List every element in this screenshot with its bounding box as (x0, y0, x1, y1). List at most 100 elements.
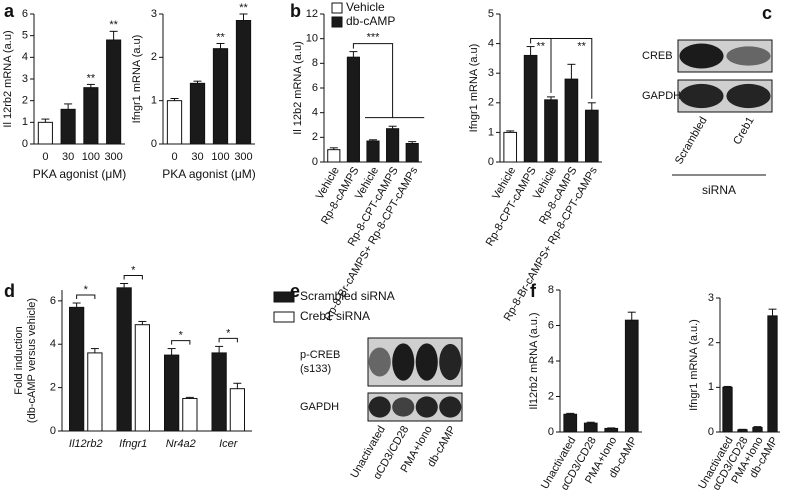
y-tick-label: 6 (548, 319, 554, 331)
x-tick-label: 300 (104, 151, 122, 163)
panel-label: a (4, 1, 15, 21)
lane-label: Scrambled (673, 115, 710, 167)
bar (182, 397, 198, 432)
bar (134, 324, 150, 432)
bar (563, 413, 578, 433)
y-tick-label: 3 (488, 67, 494, 79)
y-tick-label: 1 (488, 126, 494, 138)
legend-label: Scrambled siRNA (300, 289, 395, 303)
x-axis-label: PKA agonist (μM) (33, 167, 127, 181)
bar (544, 99, 558, 163)
y-tick-label: 8 (312, 57, 318, 69)
significance-label: ** (109, 19, 118, 31)
significance-label: ** (216, 31, 225, 43)
y-axis-label: Ifngr1 mRNA (a.u) (131, 35, 143, 124)
y-tick-label: 6 (22, 8, 28, 20)
y-tick-label: 3 (151, 8, 157, 20)
y-axis-label: Il 12rb2 mRNA (a.u) (2, 30, 14, 127)
y-tick-label: 1 (22, 116, 28, 128)
y-tick-label: 2 (151, 51, 157, 63)
blot-row-label: CREB (642, 50, 673, 62)
blot-band (439, 396, 462, 418)
significance-bracket (171, 340, 191, 345)
significance-bracket (123, 274, 143, 280)
y-tick-label: 0 (151, 138, 157, 150)
blot-band (679, 43, 724, 69)
y-tick-label: 2 (708, 337, 714, 349)
y-tick-label: 6 (50, 295, 56, 307)
y-axis-label: (db-cAMP versus vehicle) (26, 298, 38, 423)
y-tick-label: 6 (312, 82, 318, 94)
x-tick-label: 30 (62, 151, 74, 163)
x-tick-label: Ifngr1 (119, 438, 147, 450)
bar (366, 140, 380, 163)
blot-band (368, 396, 391, 418)
bar (235, 20, 252, 145)
y-axis-label: Ifngr1 mRNA (a.u) (468, 44, 480, 133)
bar (503, 131, 518, 163)
bar (116, 287, 132, 432)
legend-swatch (273, 311, 295, 323)
blot-band (415, 343, 438, 381)
y-tick-label: 4 (22, 51, 28, 63)
x-tick-label: 100 (211, 151, 229, 163)
bar (346, 56, 360, 163)
blot-band (368, 347, 391, 377)
blot-band (726, 83, 771, 109)
y-tick-label: 2 (50, 382, 56, 394)
x-tick-label: 30 (191, 151, 203, 163)
x-tick-label: Il12rb2 (69, 438, 103, 450)
y-tick-label: 0 (50, 425, 56, 437)
y-tick-label: 10 (306, 33, 318, 45)
bar (386, 128, 400, 163)
x-axis-label: PKA agonist (μM) (162, 167, 256, 181)
panel-label: f (530, 281, 537, 301)
y-tick-label: 5 (22, 30, 28, 42)
x-tick-label: Nr4a2 (166, 438, 196, 450)
bar (604, 427, 619, 433)
significance-label: ** (239, 2, 248, 14)
y-tick-label: 8 (548, 284, 554, 296)
y-tick-label: 2 (312, 131, 318, 143)
bar (37, 121, 53, 145)
x-tick-label: Icer (219, 438, 239, 450)
bar (83, 87, 99, 145)
y-tick-label: 1 (708, 381, 714, 393)
significance-label: ** (87, 72, 96, 84)
bar (722, 386, 733, 433)
blot-row-label: GAPDH (300, 401, 339, 413)
panel-label: c (762, 3, 772, 23)
bar (164, 354, 180, 432)
blot-row-label: p-CREB (300, 349, 340, 361)
panel-label: e (290, 281, 300, 301)
legend-swatch (331, 2, 343, 14)
blot-band (415, 396, 438, 418)
bar (229, 388, 245, 432)
bracket (352, 43, 394, 118)
y-tick-label: 0 (488, 156, 494, 168)
panel-label: d (4, 281, 15, 301)
legend-label: db-cAMP (346, 14, 395, 28)
blot-row-label: GAPDH (642, 90, 681, 102)
y-tick-label: 12 (306, 8, 318, 20)
bar (405, 143, 419, 163)
x-tick-label: 100 (82, 151, 100, 163)
bar (583, 422, 598, 433)
y-tick-label: 0 (22, 138, 28, 150)
significance-label: * (131, 264, 136, 276)
bar (564, 78, 579, 163)
bar (624, 319, 639, 433)
y-axis-label: Il 12b2 mRNA (a.u) (292, 41, 304, 135)
y-axis-label: Fold induction (13, 326, 25, 395)
y-tick-label: 2 (22, 95, 28, 107)
y-axis-label: Il12rb2 mRNA (a.u.) (528, 312, 540, 409)
lane-label: Creb1 (731, 115, 756, 147)
bar (60, 108, 76, 145)
blot-row-label: (s133) (300, 363, 331, 375)
legend-label: Vehicle (346, 0, 385, 14)
bar (212, 48, 229, 145)
y-tick-label: 3 (708, 292, 714, 304)
y-tick-label: 2 (488, 97, 494, 109)
significance-bracket (218, 337, 238, 343)
